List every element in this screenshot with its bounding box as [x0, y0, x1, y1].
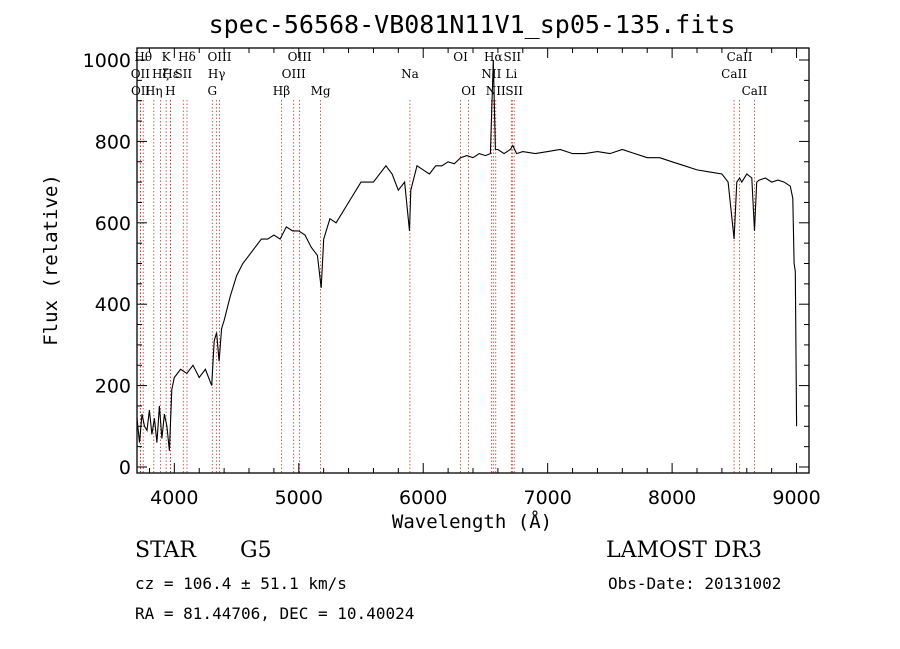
- spectrum-line: [136, 59, 798, 451]
- y-tick-label: 1000: [83, 50, 131, 72]
- y-axis-label: Flux (relative): [40, 174, 62, 346]
- y-tick-label: 800: [95, 131, 131, 153]
- line-marker-label: OIII: [282, 67, 306, 81]
- object-subclass: G5: [240, 538, 272, 563]
- y-tick-label: 200: [95, 376, 131, 398]
- line-marker-label: Li: [505, 67, 517, 81]
- x-tick-label: 6000: [399, 487, 447, 509]
- redshift-cz: cz = 106.4 ± 51.1 km/s: [135, 574, 347, 593]
- x-tick-label: 9000: [772, 487, 820, 509]
- x-tick-label: 8000: [648, 487, 696, 509]
- line-marker-label: SII: [505, 84, 523, 98]
- x-axis: 4000 5000 6000 7000 8000 9000: [148, 48, 821, 509]
- line-marker-label: Na: [401, 67, 419, 81]
- object-class: STAR: [135, 538, 196, 563]
- line-marker-label: Hε: [162, 67, 179, 81]
- y-tick-label: 400: [95, 294, 131, 316]
- line-marker-label: OI: [461, 84, 476, 98]
- line-marker-label: Hα: [484, 50, 503, 64]
- y-axis: 0 200 400 600 800 1000: [83, 50, 809, 479]
- line-marker-label: OI: [453, 50, 468, 64]
- line-marker-label: Hβ: [273, 84, 290, 98]
- x-tick-label: 7000: [523, 487, 571, 509]
- line-marker-label: NII: [481, 67, 501, 81]
- plot-frame: [136, 47, 810, 474]
- survey-name: LAMOST DR3: [606, 538, 762, 563]
- line-marker-label: Hη: [145, 84, 163, 98]
- line-markers: [139, 100, 755, 473]
- line-marker-label: CaII: [742, 84, 768, 98]
- line-marker-label: Hδ: [178, 50, 196, 64]
- x-axis-label: Wavelength (Å): [392, 510, 552, 533]
- x-tick-label: 5000: [275, 487, 323, 509]
- chart-title: spec-56568-VB081N11V1_sp05-135.fits: [209, 10, 736, 39]
- line-marker-label: OII: [131, 67, 151, 81]
- line-marker-label: OIII: [288, 50, 312, 64]
- line-marker-label: CaII: [721, 67, 747, 81]
- line-marker-label: Hζ: [152, 67, 169, 81]
- line-marker-label: OIII: [207, 50, 231, 64]
- line-marker-label: OII: [131, 84, 151, 98]
- line-marker-label: K: [162, 50, 172, 64]
- line-marker-label: CaII: [727, 50, 753, 64]
- y-tick-label: 0: [119, 457, 131, 479]
- line-marker-label: H: [165, 84, 175, 98]
- line-marker-label: SII: [503, 50, 521, 64]
- line-marker-label: Mg: [311, 84, 331, 98]
- x-tick-label: 4000: [150, 487, 198, 509]
- line-marker-label: SII: [174, 67, 192, 81]
- obs-date: Obs-Date: 20131002: [608, 574, 782, 593]
- line-marker-label: Hγ: [208, 67, 226, 81]
- line-marker-label: G: [207, 84, 217, 98]
- line-marker-label: NII: [486, 84, 506, 98]
- ra-dec: RA = 81.44706, DEC = 10.40024: [135, 604, 415, 623]
- y-tick-label: 600: [95, 213, 131, 235]
